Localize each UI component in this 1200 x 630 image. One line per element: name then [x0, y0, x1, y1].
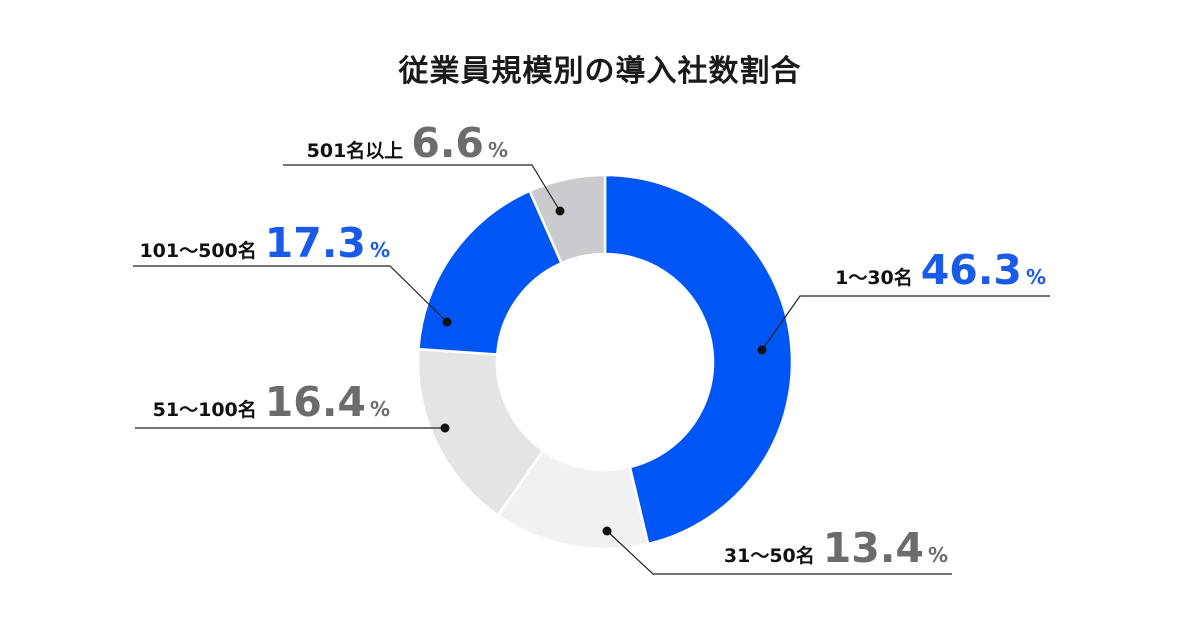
- slice-category-label: 501名以上: [307, 139, 404, 162]
- leader-dot: [555, 206, 565, 216]
- slice-unit-label: %: [488, 138, 508, 162]
- slice-label: 501名以上 6.6%: [307, 119, 508, 167]
- slice-label: 51〜100名 16.4%: [153, 378, 390, 426]
- leader-line: [761, 295, 1050, 351]
- leader-dot: [757, 345, 767, 355]
- slice-value-label: 16.4: [265, 378, 366, 426]
- slice-unit-label: %: [370, 238, 390, 262]
- slice-value-label: 13.4: [823, 524, 924, 572]
- slice-unit-label: %: [1026, 265, 1046, 289]
- slice-category-label: 51〜100名: [153, 398, 257, 421]
- slice-label: 31〜50名 13.4%: [724, 524, 948, 572]
- leader-dot: [442, 317, 452, 327]
- leader-dot: [602, 526, 612, 536]
- leader-line: [133, 265, 448, 323]
- donut-slice: [603, 173, 794, 546]
- slice-value-label: 46.3: [921, 246, 1022, 294]
- leader-dot: [440, 423, 450, 433]
- leader-line: [283, 164, 561, 212]
- slice-label: 1〜30名 46.3%: [835, 246, 1046, 294]
- leader-line: [606, 530, 952, 575]
- slice-category-label: 101〜500名: [139, 239, 256, 262]
- donut-slice: [528, 173, 607, 265]
- slice-unit-label: %: [928, 543, 948, 567]
- slice-value-label: 17.3: [265, 219, 366, 267]
- slice-category-label: 1〜30名: [835, 266, 913, 289]
- slice-value-label: 6.6: [411, 119, 484, 167]
- slice-unit-label: %: [370, 397, 390, 421]
- slice-category-label: 31〜50名: [724, 544, 815, 567]
- chart-title: 従業員規模別の導入社数割合: [398, 54, 802, 89]
- slice-label: 101〜500名 17.3%: [139, 219, 390, 267]
